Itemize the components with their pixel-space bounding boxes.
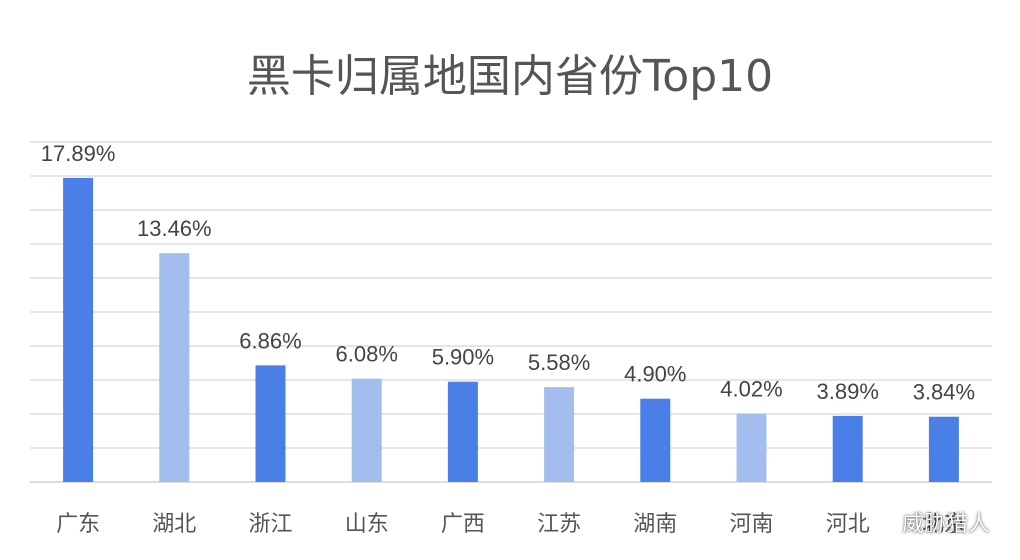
watermark: 威胁猎人 (865, 506, 990, 538)
value-label: 4.90% (624, 362, 686, 387)
value-label: 4.02% (720, 377, 782, 402)
bar-山东 (351, 378, 382, 482)
category-label: 广西 (441, 512, 485, 537)
value-label: 13.46% (137, 216, 212, 241)
value-labels: 17.89% 13.46% 6.86% 6.08% 5.90% 5.58% 4.90% 4.0… (41, 141, 975, 405)
category-label: 河南 (729, 512, 773, 537)
category-label: 山东 (345, 512, 389, 537)
value-label: 5.58% (528, 350, 590, 375)
bar-江苏 (544, 387, 575, 482)
value-label: 3.89% (817, 379, 879, 404)
bar-广西 (447, 381, 478, 482)
bar-河南 (736, 413, 767, 482)
category-label: 北京 (922, 512, 966, 537)
bar-广东 (63, 177, 94, 482)
category-label: 湖北 (152, 512, 196, 537)
category-label: 浙江 (248, 512, 292, 537)
value-label: 17.89% (41, 141, 116, 166)
category-label: 河北 (826, 512, 870, 537)
chart-title: 黑卡归属地国内省份Top10 (246, 51, 774, 102)
category-label: 江苏 (537, 512, 581, 537)
value-label: 3.84% (913, 380, 975, 405)
value-label: 6.86% (239, 328, 301, 353)
bar-北京 (928, 416, 959, 482)
category-label: 广东 (56, 512, 100, 537)
gridlines (30, 141, 992, 483)
watermark-text: 威胁猎人 (901, 512, 990, 537)
bar-浙江 (255, 365, 286, 482)
category-label: 湖南 (633, 512, 677, 537)
bar-湖北 (159, 253, 190, 482)
wechat-icon (865, 509, 896, 533)
bar-湖南 (640, 398, 671, 482)
bar-河北 (832, 415, 863, 482)
bars (63, 177, 959, 482)
value-label: 6.08% (336, 342, 398, 367)
value-label: 5.90% (432, 345, 494, 370)
category-labels: 广东 湖北 浙江 山东 广西 江苏 湖南 河南 河北 北京 (56, 512, 966, 537)
